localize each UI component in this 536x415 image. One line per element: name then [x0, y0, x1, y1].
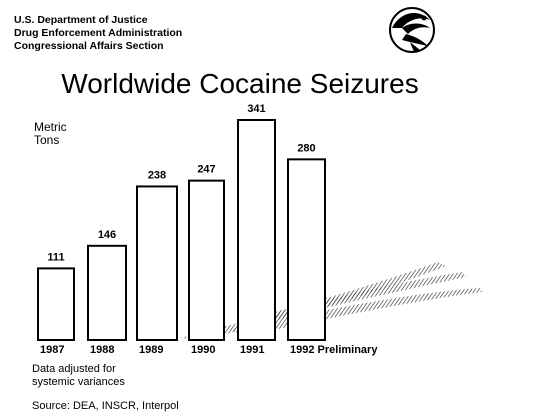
note-adjusted-line-1: Data adjusted for: [32, 363, 116, 375]
category-label-1: 1988: [90, 344, 114, 356]
y-axis-label-line-2: Tons: [34, 133, 59, 147]
bar-3: [188, 179, 225, 341]
bar-value-label-0: 111: [47, 251, 64, 263]
bar-1: [87, 244, 127, 342]
header-line-3: Congressional Affairs Section: [14, 40, 164, 52]
bar-4: [237, 119, 276, 341]
note-adjusted-line-2: systemic variances: [32, 376, 125, 388]
bar-value-label-3: 247: [197, 164, 215, 176]
category-label-3: 1990: [191, 344, 215, 356]
category-label-0: 1987: [40, 344, 64, 356]
bars-layer: 111 1987 146 1988 238 1989 247 1990 341 1991 280 19…: [37, 103, 378, 356]
decorative-streaks: [180, 262, 482, 340]
dea-seal-icon: [389, 7, 435, 53]
y-axis-label-line-1: Metric: [34, 120, 67, 134]
source-note: Source: DEA, INSCR, Interpol: [32, 400, 179, 412]
header-line-2: Drug Enforcement Administration: [14, 27, 182, 39]
bar-value-label-5: 280: [297, 142, 315, 154]
chart-title: Worldwide Cocaine Seizures: [61, 68, 418, 99]
category-label-5: 1992 Preliminary: [290, 344, 378, 356]
category-label-2: 1989: [139, 344, 163, 356]
bar-0: [37, 267, 75, 341]
category-label-4: 1991: [240, 344, 264, 356]
bar-value-label-4: 341: [247, 103, 265, 115]
bar-value-label-1: 146: [98, 229, 116, 241]
bar-value-label-2: 238: [148, 169, 166, 181]
bar-5: [287, 158, 326, 341]
header-line-1: U.S. Department of Justice: [14, 14, 148, 26]
bar-2: [136, 185, 178, 341]
